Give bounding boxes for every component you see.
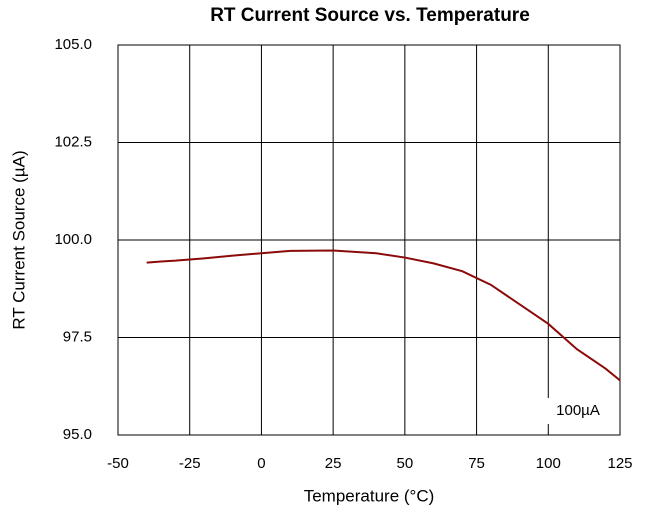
x-tick-label: 125 bbox=[607, 455, 632, 472]
y-tick-label: 105.0 bbox=[54, 36, 92, 53]
x-tick-label: -25 bbox=[179, 455, 201, 472]
x-tick-label: 75 bbox=[468, 455, 485, 472]
annotation-box bbox=[546, 398, 610, 424]
y-tick-label: 102.5 bbox=[54, 133, 92, 150]
x-tick-label: 25 bbox=[325, 455, 342, 472]
y-axis-label: RT Current Source (µA) bbox=[9, 150, 28, 329]
x-tick-label: 50 bbox=[397, 455, 414, 472]
y-tick-label: 97.5 bbox=[63, 328, 92, 345]
y-tick-label: 95.0 bbox=[63, 426, 92, 443]
x-tick-label: -50 bbox=[107, 455, 129, 472]
x-axis-label: Temperature (°C) bbox=[304, 486, 435, 505]
plot-border bbox=[117, 44, 621, 436]
chart-title: RT Current Source vs. Temperature bbox=[210, 5, 530, 26]
annotation: 100µA bbox=[556, 402, 600, 419]
x-tick-label: 0 bbox=[257, 455, 265, 472]
y-tick-label: 100.0 bbox=[54, 231, 92, 248]
x-tick-label: 100 bbox=[536, 455, 561, 472]
data-line bbox=[146, 249, 621, 382]
